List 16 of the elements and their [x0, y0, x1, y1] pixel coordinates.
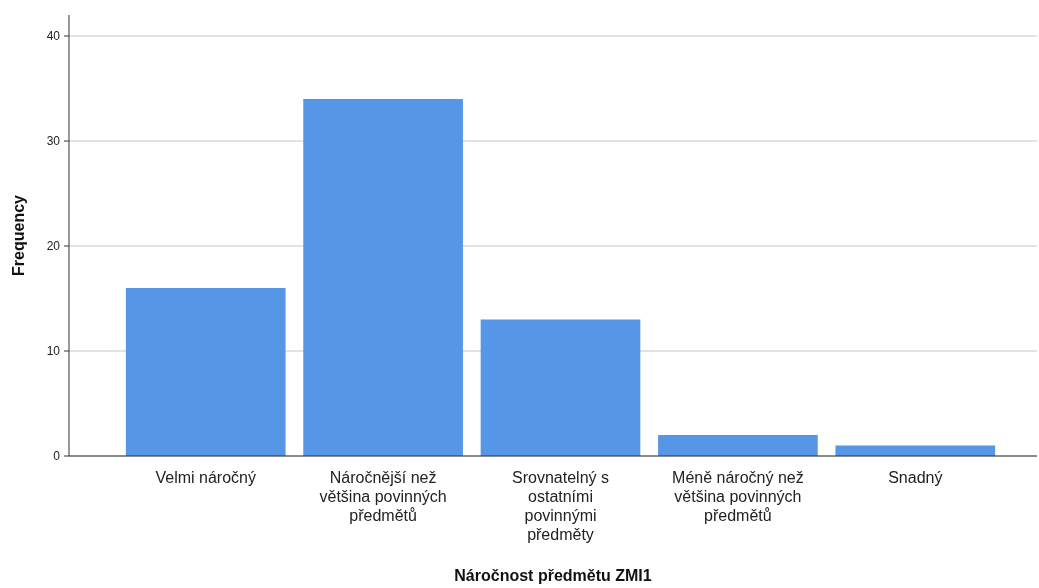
y-tick-label: 20: [46, 239, 61, 254]
x-tick-label: Srovnatelný s ostatními povinnými předměty: [512, 469, 609, 543]
x-axis-title: Náročnost předmětu ZMI1: [454, 567, 652, 584]
y-tick-label: 40: [46, 29, 61, 44]
y-tick-label: 30: [46, 134, 61, 149]
bar: [658, 435, 818, 456]
y-tick-label: 0: [53, 449, 61, 464]
y-tick-label: 10: [46, 344, 61, 359]
bar: [303, 99, 463, 456]
x-tick-label: Snadný: [888, 469, 943, 486]
x-tick-label: Méně náročný než většina povinných předmětů: [672, 469, 804, 524]
bar: [480, 319, 641, 456]
bar: [125, 288, 286, 456]
x-tick-label: Náročnější než většina povinných předmětů: [319, 469, 447, 524]
y-axis-title: Frequency: [10, 194, 27, 276]
x-tick-label: Velmi náročný: [155, 469, 256, 486]
